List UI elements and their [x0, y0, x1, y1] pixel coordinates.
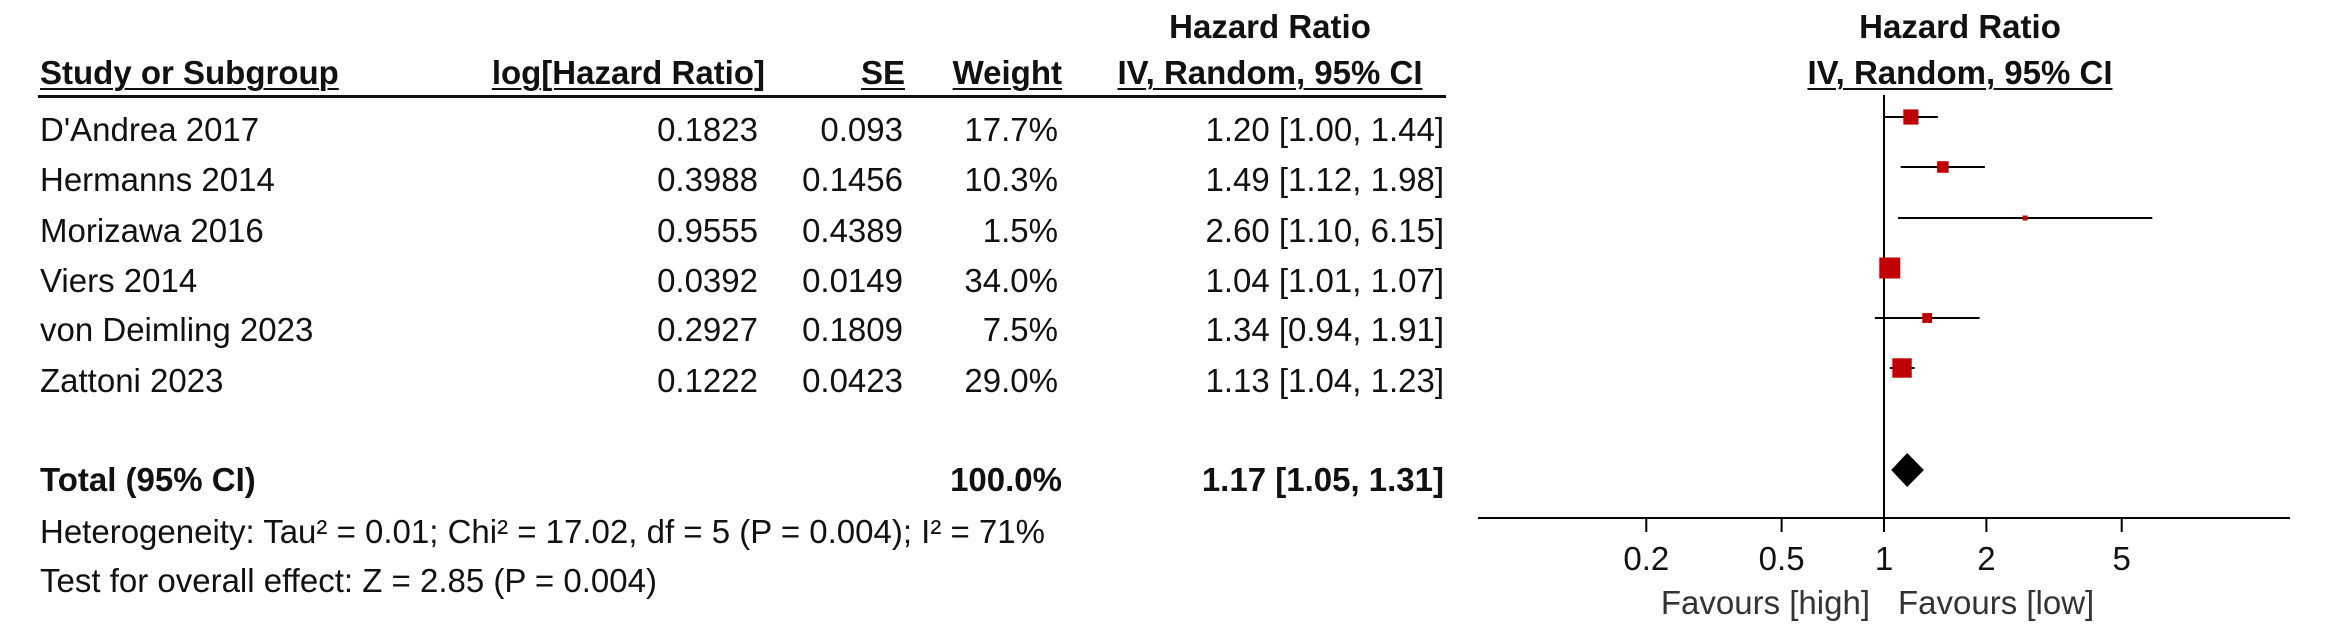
se-value: 0.1456	[802, 161, 903, 198]
study-marker	[1903, 109, 1919, 125]
pooled-diamond	[1891, 453, 1924, 487]
total-label: Total (95% CI)	[40, 461, 256, 498]
header-weight: Weight	[952, 54, 1062, 91]
se-value: 0.0149	[802, 262, 903, 299]
header-se: SE	[860, 54, 905, 91]
total-weight: 100.0%	[950, 461, 1062, 498]
weight-value: 1.5%	[982, 212, 1058, 249]
total-hr-ci: 1.17 [1.05, 1.31]	[1201, 461, 1444, 498]
header-rule	[38, 95, 1446, 98]
loghr-value: 0.1823	[657, 111, 758, 148]
weight-value: 7.5%	[982, 311, 1058, 348]
header-study: Study or Subgroup	[40, 54, 339, 91]
header-loghr: log[Hazard Ratio]	[491, 54, 765, 91]
hr-ci-value: 1.20 [1.00, 1.44]	[1205, 111, 1444, 148]
weight-value: 10.3%	[964, 161, 1058, 198]
x-tick-label: 1	[1875, 540, 1893, 577]
plot-method: IV, Random, 95% CI	[1807, 54, 2113, 91]
study-name: von Deimling 2023	[40, 311, 314, 348]
se-value: 0.4389	[802, 212, 903, 249]
weight-value: 29.0%	[964, 362, 1058, 399]
x-tick-label: 0.2	[1623, 540, 1669, 577]
study-marker	[1922, 313, 1933, 323]
loghr-value: 0.1222	[657, 362, 758, 399]
hr-ci-value: 1.34 [0.94, 1.91]	[1205, 311, 1444, 348]
hr-column-method: IV, Random, 95% CI	[1117, 54, 1423, 91]
favours-left-label: Favours [high]	[1661, 584, 1870, 621]
study-name: D'Andrea 2017	[40, 111, 260, 148]
study-name: Zattoni 2023	[40, 362, 224, 399]
study-name: Morizawa 2016	[40, 212, 264, 249]
study-marker	[1879, 257, 1901, 279]
favours-right-label: Favours [low]	[1898, 584, 2094, 621]
hr-ci-value: 1.49 [1.12, 1.98]	[1205, 161, 1444, 198]
weight-value: 17.7%	[964, 111, 1058, 148]
hr-column-title: Hazard Ratio	[1169, 8, 1371, 45]
heterogeneity-stats: Heterogeneity: Tau² = 0.01; Chi² = 17.02…	[40, 513, 1045, 550]
overall-effect-test: Test for overall effect: Z = 2.85 (P = 0…	[40, 562, 657, 599]
se-value: 0.093	[820, 111, 903, 148]
hr-ci-value: 1.04 [1.01, 1.07]	[1205, 262, 1444, 299]
hr-ci-value: 1.13 [1.04, 1.23]	[1205, 362, 1444, 399]
loghr-value: 0.9555	[657, 212, 758, 249]
se-value: 0.1809	[802, 311, 903, 348]
study-marker	[1937, 161, 1949, 173]
x-tick-label: 0.5	[1759, 540, 1805, 577]
hr-ci-value: 2.60 [1.10, 6.15]	[1205, 212, 1444, 249]
loghr-value: 0.2927	[657, 311, 758, 348]
x-tick-label: 5	[2113, 540, 2131, 577]
study-name: Viers 2014	[40, 262, 198, 299]
study-marker	[2022, 215, 2028, 221]
loghr-value: 0.3988	[657, 161, 758, 198]
x-tick-label: 2	[1977, 540, 1995, 577]
study-marker	[1892, 358, 1912, 378]
plot-title: Hazard Ratio	[1859, 8, 2061, 45]
weight-value: 34.0%	[964, 262, 1058, 299]
se-value: 0.0423	[802, 362, 903, 399]
loghr-value: 0.0392	[657, 262, 758, 299]
study-name: Hermanns 2014	[40, 161, 275, 198]
